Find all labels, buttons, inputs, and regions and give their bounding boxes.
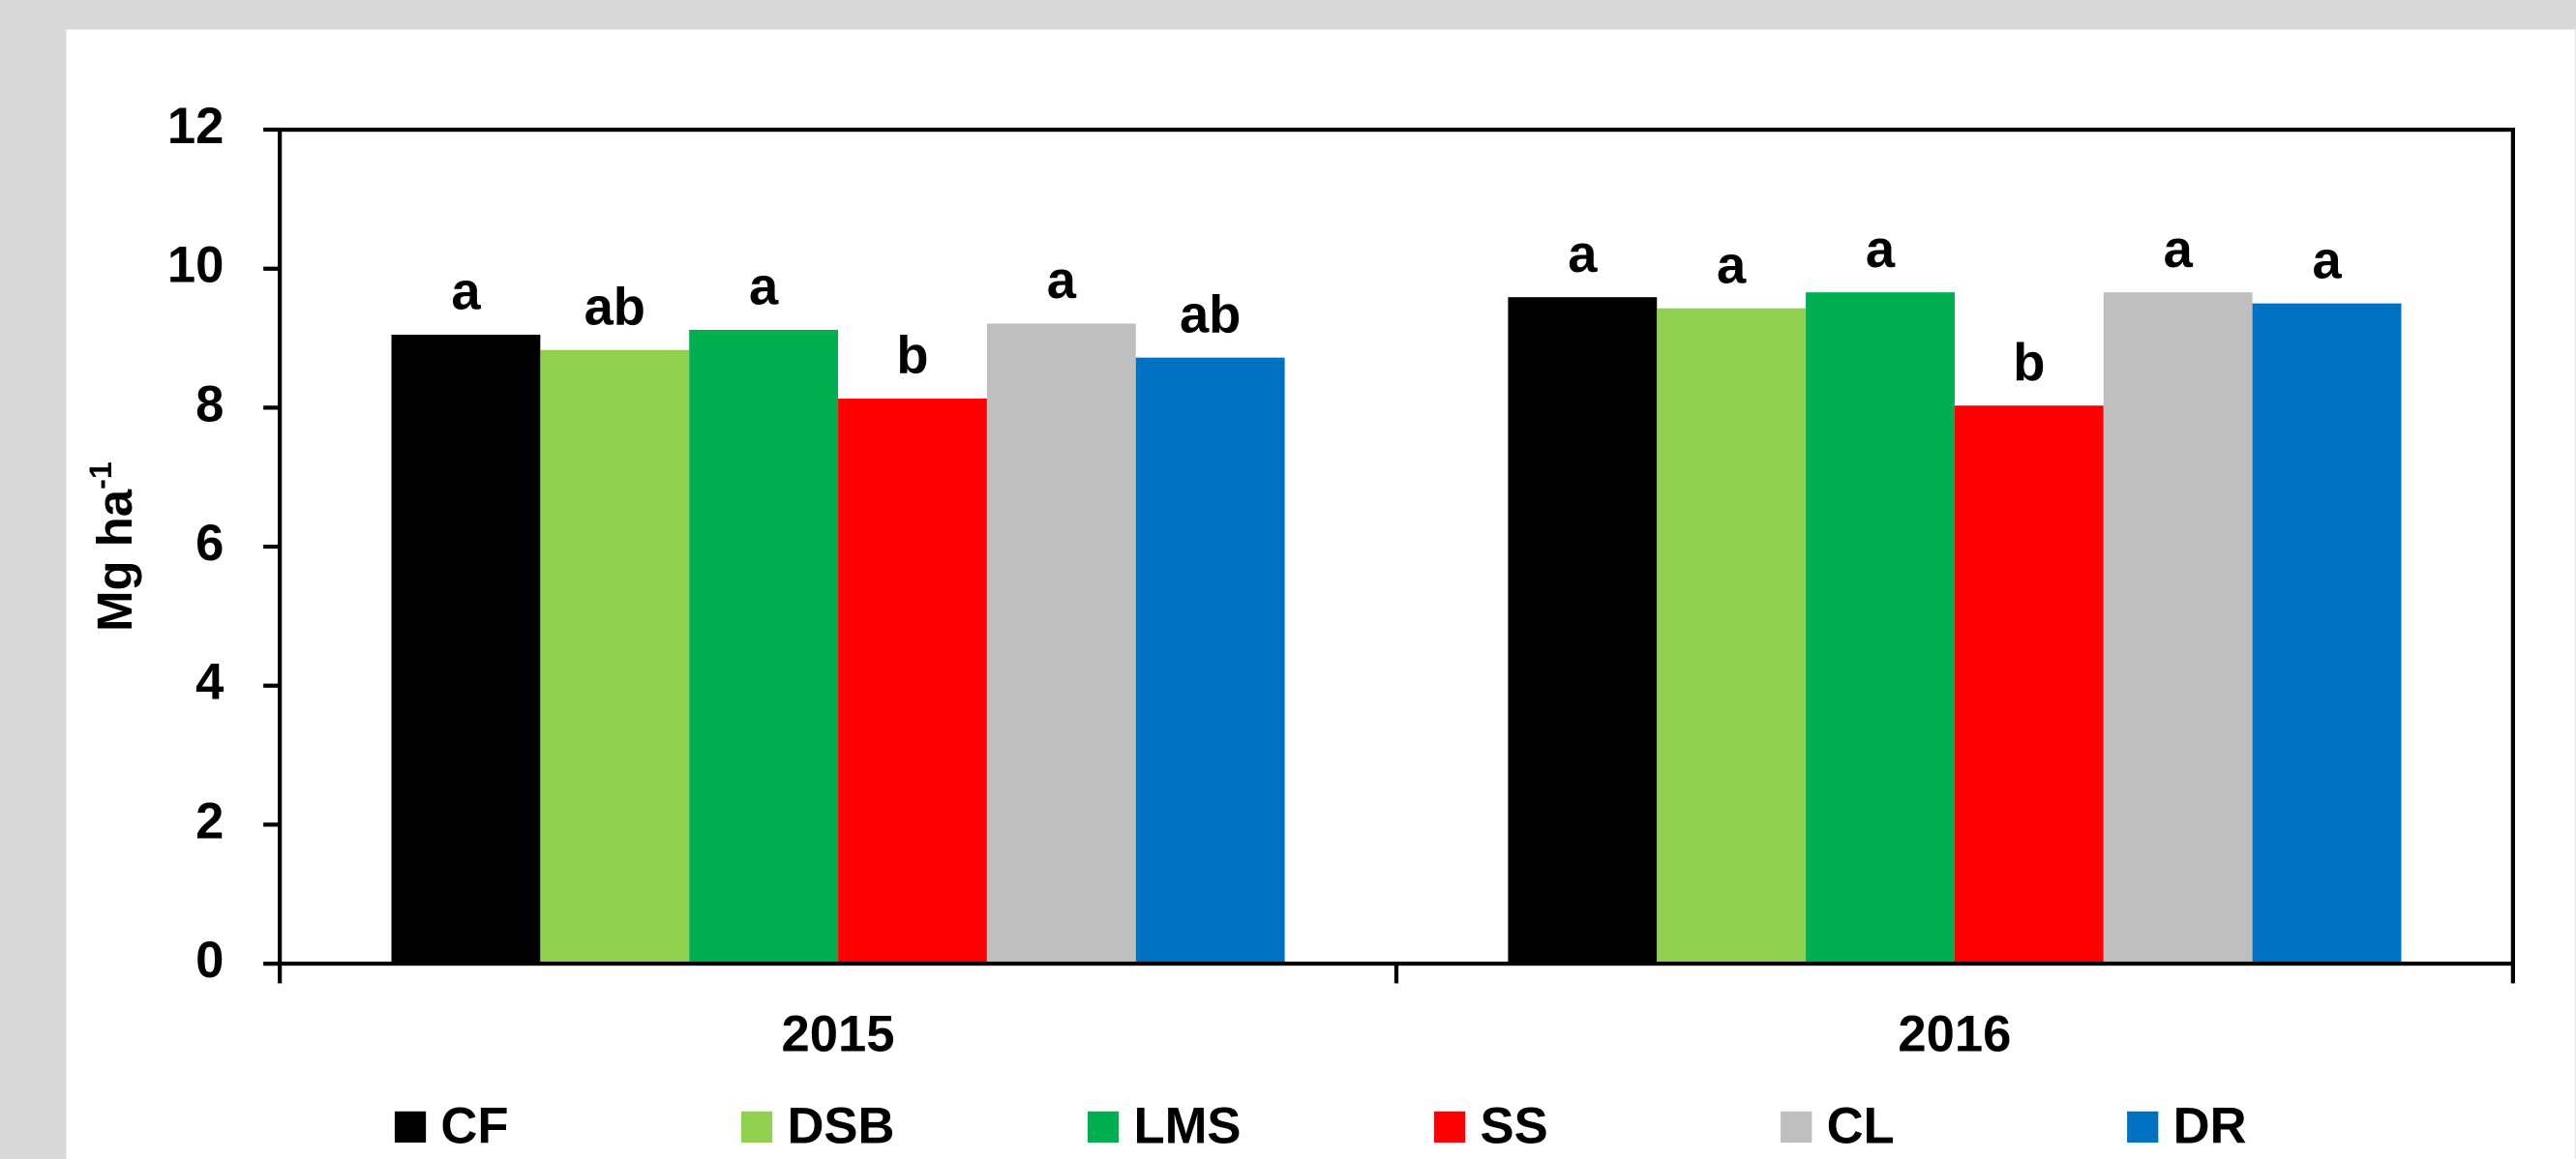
bar [689,329,839,965]
legend-swatch [1781,1111,1812,1144]
bar [1508,297,1658,965]
legend-swatch [740,1111,773,1144]
significance-letter: a [749,257,779,316]
bar [1954,405,2104,965]
bar [1657,308,1807,965]
significance-letter: b [2013,333,2045,392]
legend-label: LMS [1133,1097,1241,1154]
significance-letter: a [1047,251,1077,310]
y-tick-label: 8 [195,375,224,432]
bar [2252,303,2402,965]
y-tick-label: 0 [195,932,224,989]
bar [2103,292,2253,965]
significance-letter: a [1866,220,1896,279]
significance-letter: a [2312,230,2342,289]
significance-letter: a [451,262,481,321]
significance-letter: a [1568,224,1598,283]
legend-label: DSB [787,1097,894,1154]
legend-label: CL [1827,1097,1895,1154]
y-tick-label: 4 [195,654,224,711]
y-tick-label: 10 [167,237,225,294]
y-axis-label-text: Mg ha [87,489,142,632]
significance-letter: ab [584,277,645,336]
y-axis-label-sup: -1 [82,461,117,490]
legend-swatch [2127,1111,2159,1144]
x-tick-label: 2015 [782,1005,895,1062]
x-tick-label: 2016 [1898,1005,2011,1062]
y-tick-label: 12 [167,98,225,155]
significance-letter: ab [1180,284,1241,343]
significance-letter: a [1717,235,1747,294]
significance-letter: a [2164,220,2194,279]
bar [391,334,541,965]
bar [1135,357,1285,965]
bar [838,399,987,965]
legend-label: DR [2173,1097,2247,1154]
bar [986,323,1136,965]
bar [540,349,690,965]
legend-swatch [394,1111,427,1144]
significance-letter: b [896,326,928,385]
legend-label: SS [1481,1097,1548,1154]
legend-label: CF [440,1097,508,1154]
legend-swatch [1087,1111,1120,1144]
y-tick-label: 2 [195,792,224,849]
y-axis-label: Mg ha-1 [82,461,142,632]
y-tick-label: 6 [195,515,224,572]
legend-swatch [1434,1111,1466,1144]
bar [1806,292,1955,965]
